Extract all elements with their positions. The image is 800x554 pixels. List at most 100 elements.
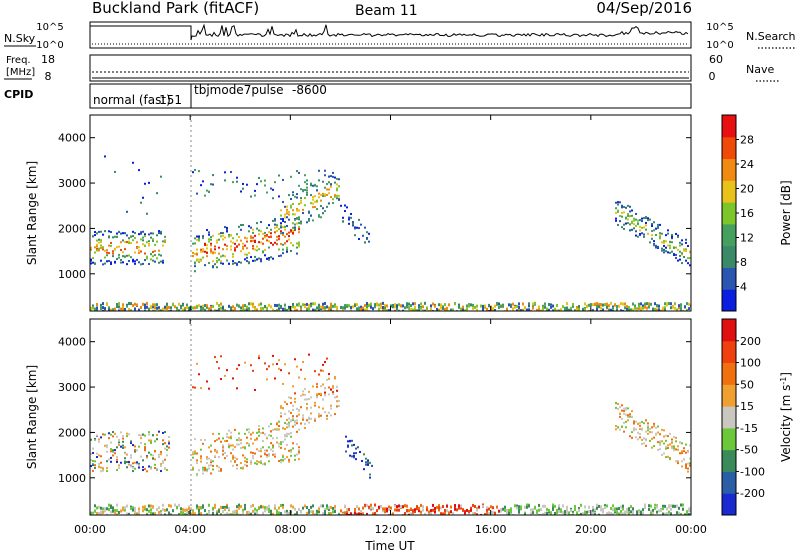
echo-cell — [412, 302, 414, 306]
echo-cell — [142, 196, 144, 199]
echo-cell — [324, 174, 326, 177]
echo-cell — [356, 516, 358, 519]
echo-cell — [244, 236, 246, 239]
echo-cell — [274, 516, 276, 519]
echo-cell — [184, 516, 186, 519]
echo-cell — [110, 450, 112, 453]
echo-cell — [566, 302, 568, 306]
echo-cell — [458, 504, 460, 508]
echo-cell — [651, 431, 653, 434]
echo-cell — [304, 188, 306, 191]
echo-cell — [122, 303, 124, 307]
echo-cell — [294, 513, 296, 515]
colorbar-tick-label: 8 — [740, 256, 747, 269]
echo-cell — [681, 450, 683, 453]
echo-cell — [308, 307, 310, 311]
echo-cell — [222, 234, 224, 237]
echo-cell — [308, 390, 310, 393]
echo-cell — [621, 404, 623, 407]
echo-cell — [610, 512, 612, 515]
echo-cell — [268, 257, 270, 260]
echo-cell — [122, 446, 124, 449]
echo-cell — [228, 507, 230, 511]
echo-cell — [584, 307, 586, 311]
echo-cell — [282, 516, 284, 519]
echo-cell — [364, 517, 366, 520]
echo-cell — [618, 313, 620, 316]
echo-cell — [338, 513, 340, 515]
echo-cell — [444, 307, 446, 311]
echo-cell — [654, 506, 656, 510]
echo-cell — [300, 406, 302, 409]
echo-cell — [230, 248, 232, 251]
echo-cell — [478, 505, 480, 509]
echo-cell — [348, 516, 350, 519]
echo-cell — [228, 262, 230, 265]
echo-cell — [369, 461, 371, 464]
echo-cell — [106, 260, 108, 263]
echo-cell — [306, 419, 308, 422]
echo-cell — [610, 506, 612, 510]
echo-cell — [264, 463, 266, 466]
echo-cell — [688, 507, 690, 511]
echo-cell — [212, 511, 214, 515]
echo-cell — [154, 254, 156, 257]
echo-cell — [524, 511, 526, 515]
echo-cell — [220, 302, 222, 306]
echo-cell — [94, 438, 96, 441]
echo-cell — [548, 510, 550, 514]
echo-cell — [96, 232, 98, 235]
echo-cell — [619, 415, 621, 418]
echo-cell — [356, 303, 358, 307]
echo-cell — [258, 461, 260, 464]
echo-cell — [286, 512, 288, 515]
echo-cell — [322, 516, 324, 519]
echo-cell — [386, 507, 388, 511]
colorbar-tick-label: 200 — [740, 335, 761, 348]
echo-cell — [355, 458, 357, 461]
echo-cell — [270, 228, 272, 231]
echo-cell — [238, 503, 240, 507]
echo-cell — [92, 451, 94, 454]
echo-cell — [312, 511, 314, 515]
echo-cell — [500, 304, 502, 308]
echo-cell — [98, 238, 100, 241]
echo-cell — [96, 243, 98, 246]
echo-cell — [619, 406, 621, 409]
echo-cell — [629, 210, 631, 213]
echo-cell — [232, 262, 234, 265]
echo-cell — [602, 510, 604, 514]
echo-cell — [572, 510, 574, 514]
echo-cell — [328, 181, 330, 184]
echo-cell — [274, 181, 276, 184]
echo-cell — [492, 506, 494, 510]
echo-cell — [212, 183, 214, 186]
echo-cell — [266, 257, 268, 260]
echo-cell — [312, 219, 314, 222]
echo-cell — [488, 303, 490, 307]
echo-cell — [244, 312, 246, 315]
echo-cell — [118, 305, 120, 309]
echo-cell — [676, 312, 678, 315]
echo-cell — [508, 313, 510, 316]
echo-cell — [282, 382, 284, 385]
echo-cell — [198, 313, 200, 316]
echo-cell — [260, 460, 262, 463]
echo-cell — [118, 510, 120, 514]
echo-cell — [232, 255, 234, 258]
echo-cell — [621, 206, 623, 209]
echo-cell — [252, 259, 254, 262]
echo-cell — [138, 246, 140, 249]
echo-cell — [340, 305, 342, 309]
colorbar-tick-label: 20 — [740, 183, 754, 196]
echo-cell — [667, 251, 669, 254]
echo-cell — [160, 510, 162, 514]
echo-cell — [98, 512, 100, 515]
echo-cell — [298, 184, 300, 187]
echo-cell — [654, 307, 656, 311]
echo-cell — [234, 309, 236, 311]
echo-cell — [278, 460, 280, 463]
echo-cell — [542, 512, 544, 515]
echo-cell — [152, 512, 154, 515]
echo-cell — [324, 361, 326, 364]
